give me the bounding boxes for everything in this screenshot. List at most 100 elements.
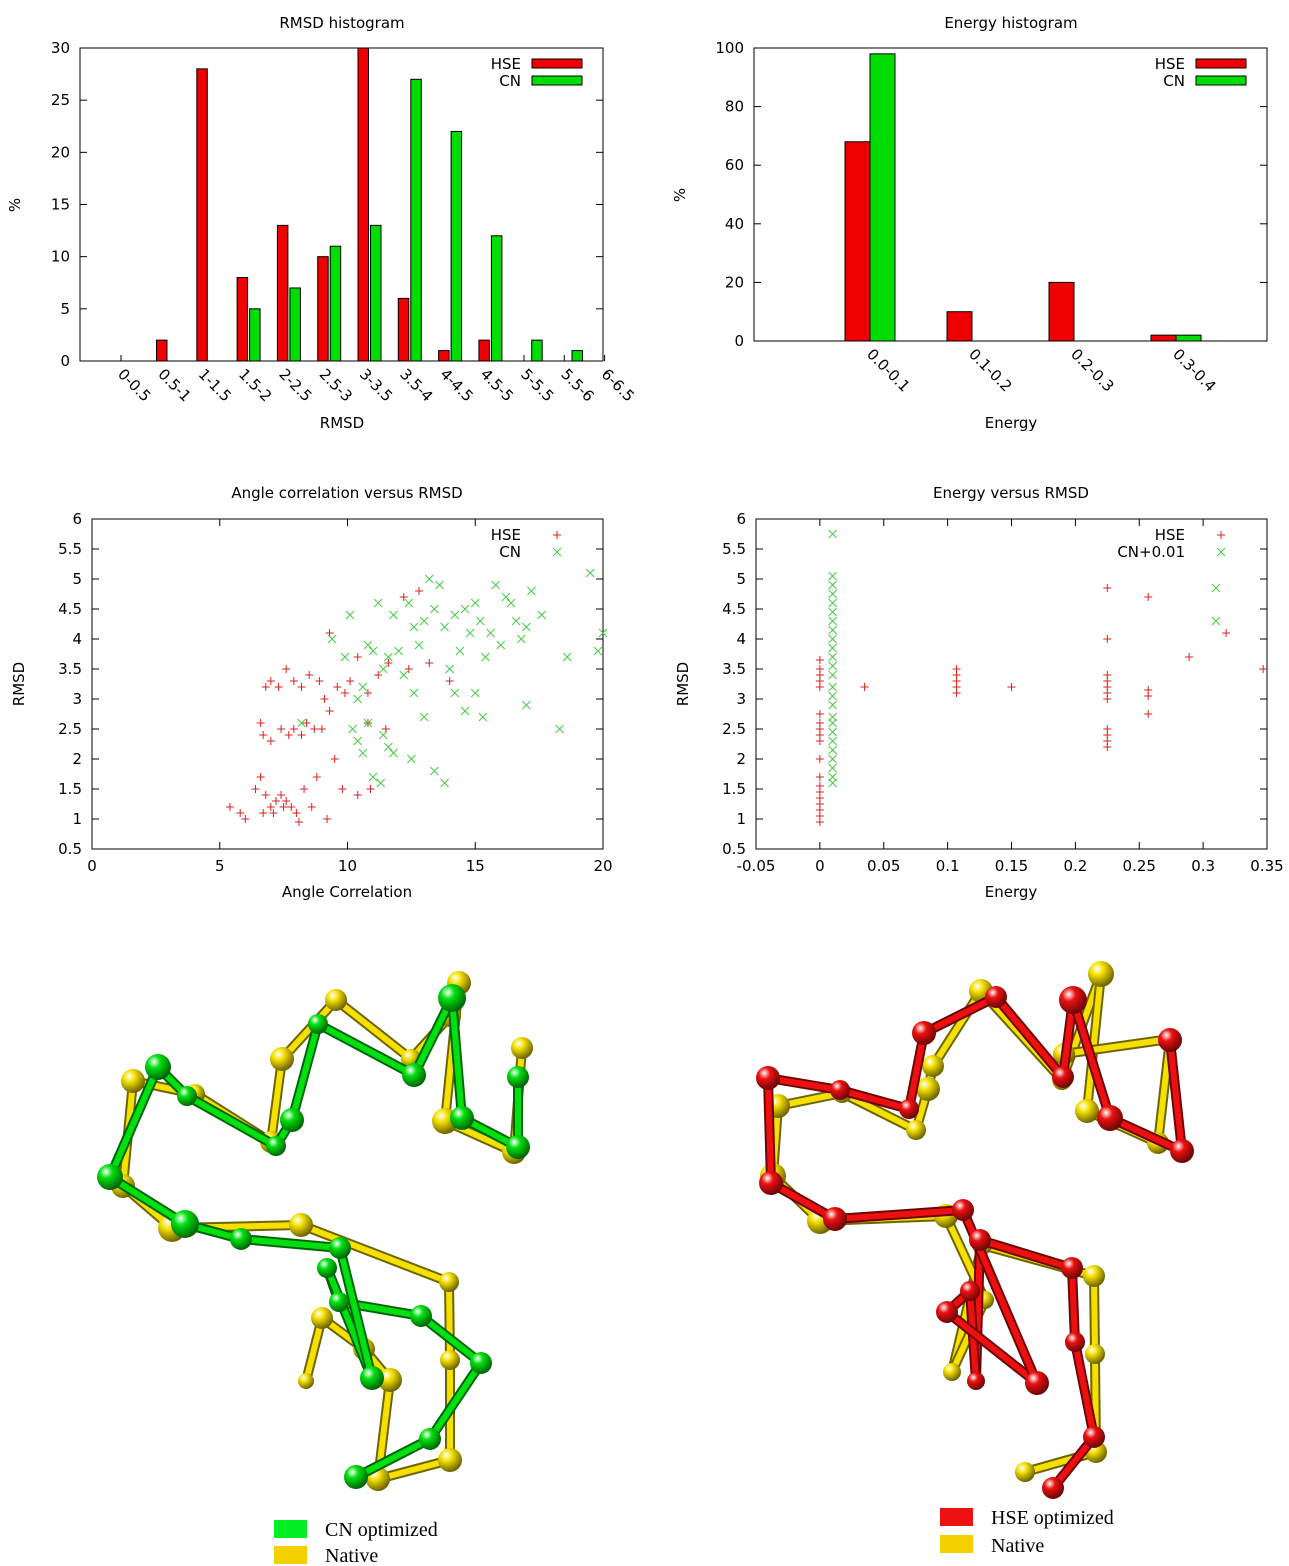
optimized-atom: [1065, 1332, 1085, 1352]
point-cn: [828, 589, 838, 599]
point-cn: [555, 724, 564, 734]
native-atom: [311, 1307, 333, 1329]
y-tick-label: 5.5: [722, 540, 746, 558]
point-hse: [269, 809, 278, 817]
y-tick-label: 6: [736, 510, 746, 528]
x-tick-label: 10: [338, 857, 357, 875]
x-tick-label: 4.5-5: [477, 365, 517, 405]
point-hse: [282, 797, 291, 805]
point-hse: [325, 707, 334, 715]
point-hse: [323, 815, 332, 823]
point-hse: [317, 725, 326, 733]
x-tick-label: 5.5-6: [557, 365, 597, 405]
point-cn: [353, 736, 363, 746]
angle-vs-rmsd-xlabel: Angle Correlation: [282, 883, 412, 901]
x-tick-label: 4-4.5: [437, 365, 477, 405]
x-tick-label: 3-3.5: [356, 365, 396, 405]
native-atom: [1075, 1099, 1099, 1123]
point-cn: [404, 598, 414, 608]
point-hse: [1144, 686, 1153, 694]
legend-swatch-cn: [1195, 75, 1247, 86]
y-tick-label: 15: [51, 196, 70, 214]
x-tick-label: 0.1-0.2: [965, 345, 1015, 395]
optimized-atom: [266, 1136, 286, 1156]
y-tick-label: 1: [72, 810, 82, 828]
point-hse: [289, 725, 298, 733]
native-atom: [325, 989, 347, 1011]
point-cn: [828, 763, 838, 773]
x-tick-label: 2-2.5: [275, 365, 315, 405]
legend-label-hse: HSE: [1155, 526, 1185, 544]
y-tick-label: 2: [736, 750, 746, 768]
point-cn: [828, 529, 838, 539]
point-cn: [440, 622, 449, 632]
bar-hse-1.5-2: [236, 277, 249, 362]
point-hse: [310, 725, 319, 733]
x-tick-label: 0.5-1: [154, 365, 194, 405]
point-hse: [815, 719, 824, 727]
angle-vs-rmsd-ylabel: RMSD: [10, 662, 28, 706]
optimized-bond: [765, 1075, 774, 1186]
point-cn: [486, 628, 495, 638]
point-cn: [470, 688, 480, 698]
angle-vs-rmsd-panel: Angle correlation versus RMSD Angle Corr…: [10, 484, 613, 901]
point-hse: [305, 671, 314, 679]
point-cn: [465, 628, 475, 638]
x-tick-label: 0.3-0.4: [1169, 345, 1219, 395]
native-atom: [438, 1448, 462, 1472]
y-tick-label: 30: [51, 39, 70, 57]
point-hse: [952, 665, 961, 673]
legend-marker-cn: [552, 547, 562, 557]
point-cn: [407, 754, 416, 764]
optimized-atom: [145, 1054, 171, 1080]
native-atom: [439, 1272, 459, 1292]
cn-molecule-legend: CN optimized Native: [274, 1519, 438, 1566]
x-tick-label: 1.5-2: [235, 365, 275, 405]
point-hse: [307, 803, 316, 811]
point-cn: [297, 718, 306, 728]
bar-hse-0.1-0.2: [946, 311, 973, 342]
optimized-atom: [759, 1171, 783, 1195]
legend-swatch-cn-optimized: [274, 1520, 307, 1538]
x-tick-label: 0: [815, 857, 825, 875]
point-hse: [1103, 635, 1112, 643]
energy-vs-rmsd-title: Energy versus RMSD: [933, 484, 1089, 502]
point-cn: [368, 772, 378, 782]
optimized-bond: [337, 1245, 375, 1381]
y-tick-label: 0: [734, 332, 744, 350]
y-tick-label: 5.5: [58, 540, 82, 558]
point-cn: [585, 568, 595, 578]
optimized-bond: [906, 1030, 927, 1112]
native-bond: [1084, 971, 1104, 1114]
point-cn: [828, 727, 838, 737]
legend-label-cn: CN: [1163, 72, 1185, 90]
optimized-atom: [1059, 986, 1087, 1014]
bar-cn-4.5-5: [490, 235, 503, 362]
native-atom: [121, 1069, 145, 1093]
rmsd-histogram-legend: HSE CN: [491, 55, 583, 90]
point-cn: [496, 640, 506, 650]
native-atom: [943, 1363, 961, 1381]
legend-label-cn-optimized: CN optimized: [325, 1519, 438, 1541]
y-tick-label: 3.5: [722, 660, 746, 678]
point-cn: [348, 724, 357, 734]
point-cn: [527, 586, 536, 596]
native-atom: [270, 1047, 294, 1071]
point-cn: [828, 598, 838, 608]
plot-frame: [79, 47, 604, 362]
native-atom: [378, 1368, 402, 1392]
point-cn: [828, 682, 838, 692]
energy-histogram-ylabel: %: [671, 188, 689, 202]
y-tick-label: 5: [72, 570, 82, 588]
point-cn: [460, 706, 470, 716]
native-atom: [1085, 1344, 1105, 1364]
point-hse: [340, 689, 349, 697]
native-bond: [333, 997, 414, 1062]
x-tick-label: 20: [593, 857, 612, 875]
optimized-bond: [411, 995, 455, 1078]
legend-label-native: Native: [991, 1535, 1044, 1557]
point-hse: [261, 791, 270, 799]
point-cn: [598, 628, 608, 638]
point-hse: [297, 683, 306, 691]
